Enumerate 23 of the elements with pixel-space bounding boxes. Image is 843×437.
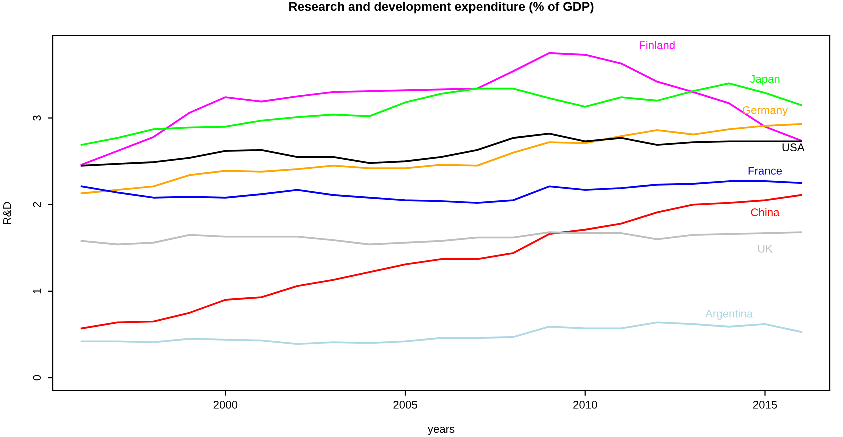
series-label: Japan [750, 75, 780, 86]
y-tick-label: 0 [33, 375, 42, 381]
series-label: Germany [742, 106, 788, 117]
x-axis-title: years [428, 427, 455, 436]
x-tick-label: 2000 [214, 401, 238, 409]
series-label: USA [782, 144, 805, 152]
line-series [80, 322, 802, 346]
y-tick-label: 2 [33, 202, 41, 208]
series-label: UK [758, 245, 773, 253]
y-tick-label: 1 [33, 288, 41, 294]
series-label: China [751, 208, 780, 216]
series-label: France [748, 167, 782, 175]
y-tick-label: 3 [33, 116, 42, 121]
line-series [80, 180, 802, 204]
series-label: Finland [640, 41, 675, 50]
y-axis-title: R&D [3, 202, 12, 224]
x-tick-label: 2015 [753, 401, 778, 409]
x-tick-label: 2005 [394, 401, 418, 409]
series-label: Argentina [706, 310, 754, 320]
chart-title: Research and development expenditure (% of GDP) [290, 2, 594, 14]
x-tick-label: 2010 [574, 401, 598, 409]
line-series [80, 232, 802, 246]
line-series [80, 194, 802, 330]
